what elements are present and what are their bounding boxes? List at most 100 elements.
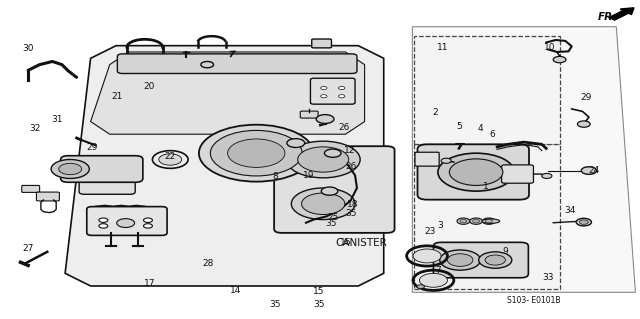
Circle shape bbox=[440, 250, 481, 270]
Text: 26: 26 bbox=[345, 162, 356, 171]
Circle shape bbox=[316, 115, 334, 123]
Circle shape bbox=[541, 174, 552, 178]
Text: S103- E0101B: S103- E0101B bbox=[507, 296, 560, 305]
Circle shape bbox=[286, 141, 360, 178]
Circle shape bbox=[116, 219, 134, 227]
Circle shape bbox=[51, 160, 90, 178]
Circle shape bbox=[59, 163, 82, 175]
Text: 5: 5 bbox=[456, 122, 462, 131]
Text: 21: 21 bbox=[111, 92, 123, 101]
Circle shape bbox=[339, 86, 345, 90]
Text: 27: 27 bbox=[22, 244, 34, 253]
Circle shape bbox=[576, 218, 591, 226]
Text: 35: 35 bbox=[269, 300, 281, 309]
Circle shape bbox=[201, 62, 214, 68]
Circle shape bbox=[472, 219, 479, 223]
Text: 8: 8 bbox=[273, 172, 278, 182]
Text: 19: 19 bbox=[303, 171, 314, 181]
Circle shape bbox=[485, 255, 506, 265]
Text: 1: 1 bbox=[483, 182, 488, 191]
Text: 31: 31 bbox=[52, 115, 63, 123]
Text: 2: 2 bbox=[432, 108, 438, 116]
Bar bbox=[414, 144, 559, 288]
Text: 7: 7 bbox=[435, 266, 441, 275]
Circle shape bbox=[143, 224, 152, 228]
Text: 35: 35 bbox=[326, 219, 337, 228]
Text: 9: 9 bbox=[502, 247, 508, 256]
Text: 25: 25 bbox=[327, 212, 339, 222]
Text: CANISTER: CANISTER bbox=[335, 238, 387, 248]
Circle shape bbox=[419, 273, 447, 287]
Circle shape bbox=[291, 188, 355, 219]
Circle shape bbox=[321, 86, 327, 90]
Text: 6: 6 bbox=[489, 130, 495, 139]
FancyBboxPatch shape bbox=[433, 242, 529, 278]
Circle shape bbox=[99, 218, 108, 222]
Circle shape bbox=[211, 130, 302, 176]
Circle shape bbox=[321, 95, 327, 98]
Circle shape bbox=[449, 159, 503, 185]
FancyBboxPatch shape bbox=[22, 185, 40, 192]
Text: 15: 15 bbox=[313, 287, 324, 296]
Text: 11: 11 bbox=[436, 43, 448, 52]
FancyBboxPatch shape bbox=[417, 144, 529, 200]
Text: 22: 22 bbox=[164, 152, 176, 161]
Text: FR.: FR. bbox=[598, 12, 617, 22]
Circle shape bbox=[143, 218, 152, 222]
Text: 33: 33 bbox=[542, 273, 554, 282]
FancyBboxPatch shape bbox=[87, 207, 167, 235]
Text: 3: 3 bbox=[437, 221, 443, 230]
Text: 20: 20 bbox=[143, 82, 155, 91]
Circle shape bbox=[321, 187, 338, 195]
FancyBboxPatch shape bbox=[117, 54, 357, 73]
Circle shape bbox=[579, 220, 588, 224]
Text: 16: 16 bbox=[340, 238, 351, 247]
Text: 4: 4 bbox=[478, 124, 483, 133]
Bar bbox=[414, 36, 559, 144]
Text: 30: 30 bbox=[22, 44, 34, 53]
Circle shape bbox=[339, 95, 345, 98]
Circle shape bbox=[298, 147, 349, 172]
Circle shape bbox=[553, 56, 566, 63]
Circle shape bbox=[413, 249, 441, 263]
Circle shape bbox=[447, 254, 473, 266]
Text: 12: 12 bbox=[344, 145, 356, 154]
Circle shape bbox=[577, 121, 590, 127]
Circle shape bbox=[228, 139, 285, 167]
Circle shape bbox=[479, 252, 512, 268]
Circle shape bbox=[324, 149, 341, 157]
FancyBboxPatch shape bbox=[274, 146, 394, 233]
Circle shape bbox=[485, 219, 492, 223]
Circle shape bbox=[438, 153, 515, 191]
Text: 29: 29 bbox=[580, 93, 592, 102]
FancyBboxPatch shape bbox=[502, 165, 534, 183]
FancyArrow shape bbox=[609, 8, 634, 20]
FancyBboxPatch shape bbox=[310, 78, 355, 104]
Polygon shape bbox=[412, 27, 636, 292]
Text: 17: 17 bbox=[143, 279, 155, 288]
Text: 14: 14 bbox=[230, 286, 241, 295]
Text: 35: 35 bbox=[313, 300, 324, 309]
Text: 34: 34 bbox=[564, 206, 575, 215]
Text: 32: 32 bbox=[29, 124, 40, 133]
Text: 10: 10 bbox=[543, 43, 555, 52]
Polygon shape bbox=[65, 46, 384, 286]
Text: 23: 23 bbox=[424, 227, 435, 236]
Text: 35: 35 bbox=[345, 209, 356, 219]
FancyBboxPatch shape bbox=[36, 192, 60, 201]
FancyBboxPatch shape bbox=[61, 156, 143, 182]
Circle shape bbox=[483, 218, 495, 224]
Circle shape bbox=[159, 154, 182, 165]
Circle shape bbox=[199, 125, 314, 182]
Circle shape bbox=[417, 285, 424, 288]
FancyBboxPatch shape bbox=[300, 111, 318, 118]
FancyBboxPatch shape bbox=[415, 152, 439, 166]
Circle shape bbox=[457, 218, 470, 224]
Text: 18: 18 bbox=[348, 200, 359, 209]
Text: 29: 29 bbox=[86, 143, 97, 152]
FancyBboxPatch shape bbox=[79, 175, 135, 194]
Circle shape bbox=[301, 193, 345, 214]
Circle shape bbox=[287, 139, 305, 147]
Circle shape bbox=[470, 218, 483, 224]
Circle shape bbox=[99, 224, 108, 228]
